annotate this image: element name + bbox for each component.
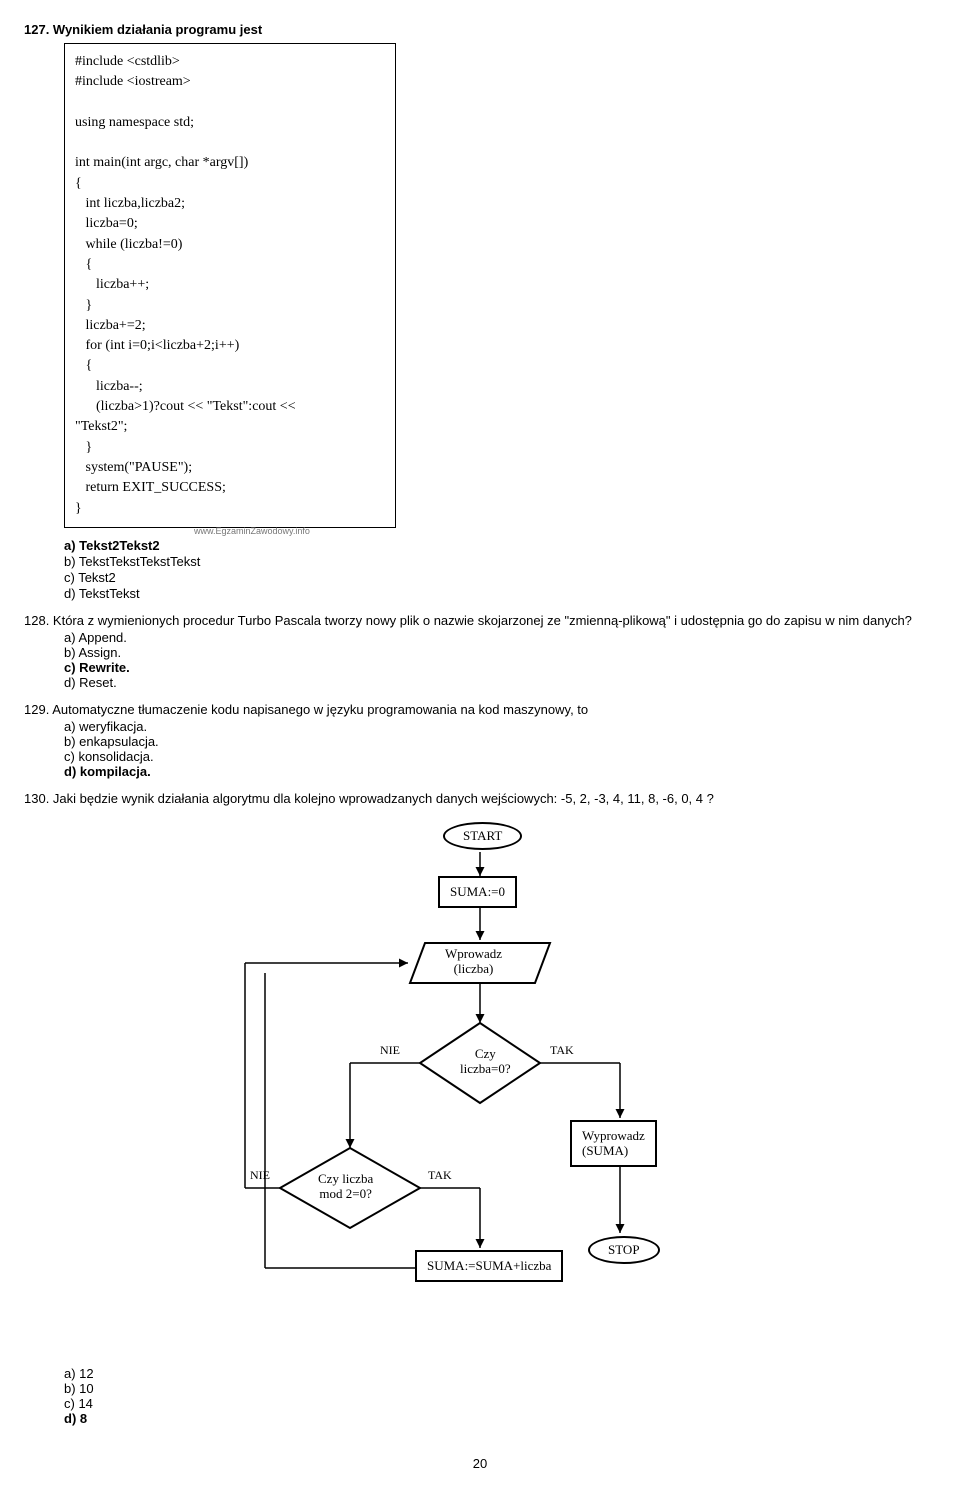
flow-sum: SUMA:=SUMA+liczba [415, 1250, 563, 1282]
q129-d: d) kompilacja. [64, 764, 936, 779]
flow-output: Wyprowadz (SUMA) [570, 1120, 657, 1167]
q127-d: d) TekstTekst [64, 586, 936, 601]
q130-d: d) 8 [64, 1411, 936, 1426]
q129-c: c) konsolidacja. [64, 749, 936, 764]
q127-code: #include <cstdlib> #include <iostream> u… [64, 43, 396, 528]
q128-c: c) Rewrite. [64, 660, 936, 675]
flow-stop: STOP [588, 1236, 660, 1264]
flow-nie2: NIE [250, 1168, 270, 1183]
page-number: 20 [24, 1456, 936, 1471]
q127-answers: a) Tekst2Tekst2 b) TekstTekstTekstTekst … [64, 538, 936, 601]
q129-answers: a) weryfikacja. b) enkapsulacja. c) kons… [64, 719, 936, 779]
q129-a: a) weryfikacja. [64, 719, 936, 734]
flow-start: START [443, 822, 522, 850]
q128-d: d) Reset. [64, 675, 936, 690]
q130-a: a) 12 [64, 1366, 936, 1381]
flow-cond2: Czy liczba mod 2=0? [318, 1171, 373, 1202]
flow-tak1: TAK [550, 1043, 574, 1058]
q130-b: b) 10 [64, 1381, 936, 1396]
q128-answers: a) Append. b) Assign. c) Rewrite. d) Res… [64, 630, 936, 690]
q129-b: b) enkapsulacja. [64, 734, 936, 749]
q130-title: 130. Jaki będzie wynik działania algoryt… [24, 791, 936, 806]
q128-a: a) Append. [64, 630, 936, 645]
q128-b: b) Assign. [64, 645, 936, 660]
flow-input: Wprowadz (liczba) [445, 946, 502, 977]
watermark: www.EgzaminZawodowy.info [194, 526, 936, 536]
flow-cond1: Czy liczba=0? [460, 1046, 511, 1077]
flow-nie1: NIE [380, 1043, 400, 1058]
q130-answers: a) 12 b) 10 c) 14 d) 8 [64, 1366, 936, 1426]
q127-a: a) Tekst2Tekst2 [64, 538, 936, 553]
q127-b: b) TekstTekstTekstTekst [64, 554, 936, 569]
q128-title: 128. Która z wymienionych procedur Turbo… [24, 613, 936, 628]
flow-init: SUMA:=0 [438, 876, 517, 908]
q129-title: 129. Automatyczne tłumaczenie kodu napis… [24, 702, 936, 717]
flowchart: START SUMA:=0 Wprowadz (liczba) Czy licz… [220, 818, 740, 1358]
q127-title: 127. Wynikiem działania programu jest [24, 22, 936, 37]
q127-c: c) Tekst2 [64, 570, 936, 585]
q130-c: c) 14 [64, 1396, 936, 1411]
flow-tak2: TAK [428, 1168, 452, 1183]
